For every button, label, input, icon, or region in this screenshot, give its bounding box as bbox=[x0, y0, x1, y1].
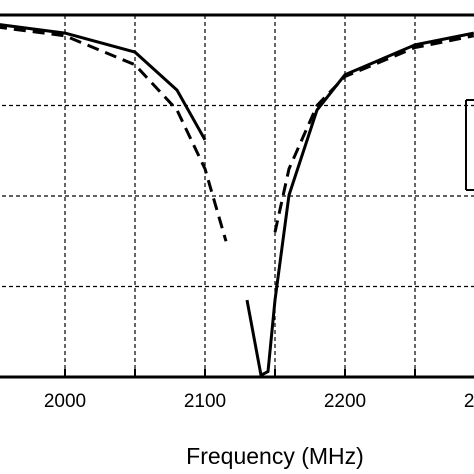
x-tick-label: 2000 bbox=[44, 391, 86, 412]
legend-frame bbox=[465, 99, 474, 191]
x-tick-label: 2100 bbox=[184, 391, 226, 412]
x-axis-label: Frequency (MHz) bbox=[186, 443, 364, 469]
series-line bbox=[0, 23, 474, 377]
x-tick-label: 2300 bbox=[464, 391, 474, 412]
series-line bbox=[0, 25, 474, 242]
x-tick-label: 2200 bbox=[324, 391, 366, 412]
